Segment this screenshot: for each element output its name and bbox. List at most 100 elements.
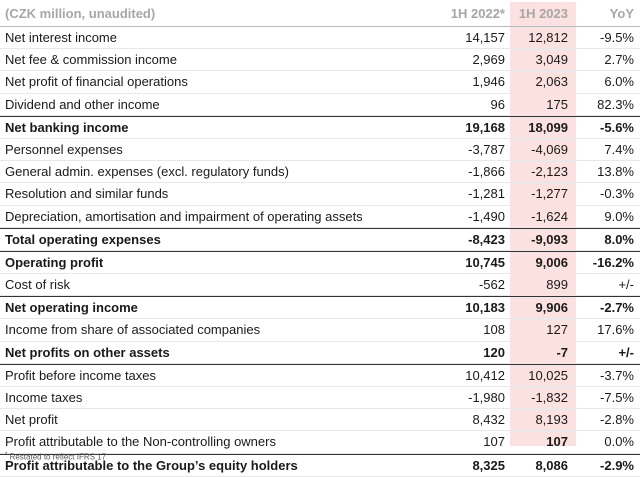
value-1h-2022: 108 <box>483 322 505 338</box>
value-yoy: -9.5% <box>600 30 634 45</box>
col-header-1h-2022: 1H 2022* <box>450 6 505 21</box>
table-row: General admin. expenses (excl. regulator… <box>0 161 640 184</box>
value-yoy: -0.3% <box>600 186 634 202</box>
value-1h-2022: -1,866 <box>468 164 505 180</box>
row-label: Net profits on other assets <box>5 344 170 360</box>
col-header-1h-2023: 1H 2023 <box>518 6 568 21</box>
table-row-bold: Net profits on other assets 120 -7 +/- <box>0 342 640 364</box>
table-row-total: Net banking income 19,168 18,099 -5.6% <box>0 115 640 139</box>
value-1h-2023: 9,906 <box>535 300 568 316</box>
value-1h-2022: -1,281 <box>468 186 505 202</box>
value-1h-2022: -1,490 <box>468 208 505 224</box>
value-1h-2022: 19,168 <box>465 119 505 135</box>
row-label: Net banking income <box>5 119 129 135</box>
value-1h-2023: -1,624 <box>531 208 568 224</box>
row-label: Personnel expenses <box>5 141 123 157</box>
value-yoy: 82.3% <box>597 96 634 112</box>
value-1h-2023: 107 <box>546 434 568 450</box>
row-label: Net profit of financial operations <box>5 74 188 90</box>
value-1h-2022: -8,423 <box>468 231 505 247</box>
value-1h-2022: -3,787 <box>468 141 505 157</box>
value-1h-2023: 899 <box>546 277 568 293</box>
value-yoy: -2.7% <box>600 300 634 316</box>
value-yoy: -5.6% <box>600 119 634 135</box>
value-1h-2023: 12,812 <box>528 30 568 45</box>
value-1h-2023: -4,069 <box>531 141 568 157</box>
table-row: Profit attributable to the Non-controlli… <box>0 431 640 454</box>
table-row: Net profit 8,432 8,193 -2.8% <box>0 409 640 432</box>
row-label: Income taxes <box>5 390 83 405</box>
table-row: Resolution and similar funds -1,281 -1,2… <box>0 183 640 206</box>
value-yoy: 17.6% <box>597 322 634 338</box>
value-yoy: -2.9% <box>600 457 634 473</box>
value-1h-2023: 127 <box>546 322 568 338</box>
footnote: * Restated to reflect IFRS 17 <box>5 452 106 462</box>
row-label: General admin. expenses (excl. regulator… <box>5 164 289 180</box>
row-label: Depreciation, amortisation and impairmen… <box>5 208 363 224</box>
table-row: Dividend and other income 96 175 82.3% <box>0 94 640 116</box>
value-1h-2023: 3,049 <box>535 52 568 68</box>
value-1h-2022: -1,980 <box>468 390 505 405</box>
value-yoy: 6.0% <box>604 74 634 90</box>
table-row: Net profit of financial operations 1,946… <box>0 71 640 94</box>
value-1h-2022: 8,325 <box>472 457 505 473</box>
value-yoy: 2.7% <box>604 52 634 68</box>
row-label: Net operating income <box>5 300 138 316</box>
value-1h-2022: 107 <box>483 434 505 450</box>
table-row: Income from share of associated companie… <box>0 319 640 342</box>
table-row-total: Total operating expenses -8,423 -9,093 8… <box>0 227 640 251</box>
value-1h-2023: -9,093 <box>531 231 568 247</box>
value-yoy: 9.0% <box>604 208 634 224</box>
value-1h-2022: 120 <box>483 344 505 360</box>
value-1h-2023: 2,063 <box>535 74 568 90</box>
value-1h-2022: 1,946 <box>472 74 505 90</box>
table-row: Income taxes -1,980 -1,832 -7.5% <box>0 387 640 410</box>
row-label: Resolution and similar funds <box>5 186 169 202</box>
value-1h-2022: 14,157 <box>465 30 505 45</box>
table-row: Cost of risk -562 899 +/- <box>0 274 640 297</box>
value-1h-2022: 96 <box>490 96 505 112</box>
row-label: Net fee & commission income <box>5 52 177 68</box>
value-yoy: -16.2% <box>592 254 634 270</box>
value-1h-2022: 2,969 <box>472 52 505 68</box>
row-label: Dividend and other income <box>5 96 160 112</box>
row-label: Profit attributable to the Non-controlli… <box>5 434 276 450</box>
row-label: Operating profit <box>5 254 104 270</box>
value-1h-2022: 10,412 <box>465 367 505 383</box>
row-label: Profit attributable to the Group’s equit… <box>5 457 298 473</box>
table-header: (CZK million, unaudited) 1H 2022* 1H 202… <box>0 0 640 27</box>
value-yoy: -7.5% <box>600 390 634 405</box>
value-yoy: 7.4% <box>604 141 634 157</box>
highlight-2023-column <box>510 2 576 446</box>
value-1h-2023: -2,123 <box>531 164 568 180</box>
value-1h-2023: 18,099 <box>528 119 568 135</box>
value-1h-2022: 10,183 <box>465 300 505 316</box>
value-1h-2022: 10,745 <box>465 254 505 270</box>
value-yoy: 0.0% <box>604 434 634 450</box>
row-label: Total operating expenses <box>5 231 161 247</box>
row-label: Net profit <box>5 412 58 428</box>
value-yoy: -3.7% <box>600 367 634 383</box>
value-yoy: 8.0% <box>604 231 634 247</box>
row-label: Cost of risk <box>5 277 71 293</box>
value-1h-2022: 8,432 <box>472 412 505 428</box>
table-row-total: Net operating income 10,183 9,906 -2.7% <box>0 296 640 320</box>
row-label: Net interest income <box>5 30 117 45</box>
col-header-yoy: YoY <box>609 6 634 21</box>
unit-label: (CZK million, unaudited) <box>5 6 156 21</box>
table-row: Net fee & commission income 2,969 3,049 … <box>0 49 640 72</box>
value-1h-2022: -562 <box>478 277 505 293</box>
value-yoy: +/- <box>618 344 634 360</box>
row-label: Income from share of associated companie… <box>5 322 261 338</box>
value-yoy: 13.8% <box>597 164 634 180</box>
table-row: Depreciation, amortisation and impairmen… <box>0 206 640 228</box>
table-row: Net interest income 14,157 12,812 -9.5% <box>0 27 640 50</box>
value-yoy: +/- <box>618 277 634 293</box>
table-row-total: Operating profit 10,745 9,006 -16.2% <box>0 250 640 275</box>
footnote-mark: * <box>5 452 8 458</box>
table-row: Profit before income taxes 10,412 10,025… <box>0 363 640 387</box>
value-1h-2023: 10,025 <box>528 367 568 383</box>
footnote-text: Restated to reflect IFRS 17 <box>9 452 107 462</box>
table-row: Personnel expenses -3,787 -4,069 7.4% <box>0 139 640 162</box>
